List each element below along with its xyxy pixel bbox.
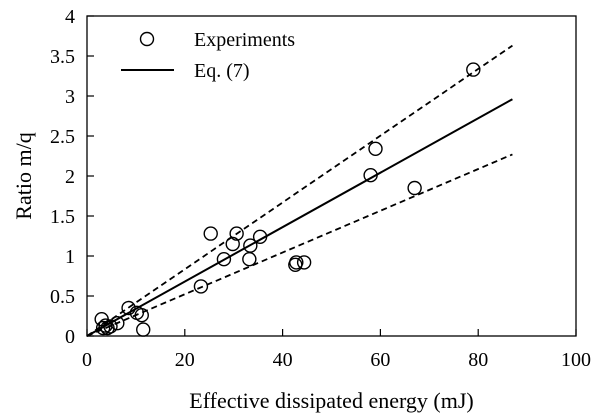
data-point [110,316,125,331]
y-tick-label: 3 [65,86,75,108]
fit-line-eq7 [86,98,513,337]
x-tick-label: 0 [82,349,92,371]
y-tick-label: 4 [65,6,75,28]
data-point [121,300,136,316]
data-point [134,308,149,323]
x-tick-label: 60 [370,349,390,371]
y-axis-label: Ratio m/q [11,132,36,219]
y-tick-label: 2 [65,166,75,188]
plot-frame [86,15,577,337]
data-point [243,238,258,253]
y-tick-label: 3.5 [50,46,75,68]
y-tick-label: 1.5 [50,206,75,228]
data-point [103,319,118,334]
data-point [289,255,304,270]
x-axis-label: Effective dissipated energy (mJ) [189,388,474,413]
x-tick-label: 80 [468,349,488,371]
bound-line-dashed [86,44,513,337]
bound-line-dashed [86,153,513,337]
data-point [225,236,240,252]
data-point [203,226,218,241]
data-point [363,167,378,183]
x-tick-label: 20 [175,349,195,371]
data-point [466,62,481,77]
data-point [252,229,268,245]
x-tick-label: 40 [273,349,293,371]
data-point [296,255,312,270]
chart-ticks: 0 20 40 60 80 100 0 0.5 1 1.5 2 2.5 3 3.5 4 [50,6,591,371]
legend: Experiments Eq. (7) [121,29,295,82]
x-tick-label: 100 [561,349,591,371]
data-point [98,318,113,333]
chart-marks [86,44,513,337]
data-point [95,320,111,336]
y-tick-label: 2.5 [50,126,75,148]
legend-label-experiments: Experiments [194,29,295,51]
data-point [216,252,232,267]
data-point [242,252,257,267]
y-tick-label: 0.5 [50,286,75,308]
y-tick-label: 0 [65,326,75,348]
data-point [407,180,422,196]
data-point [193,279,209,294]
data-point [229,226,244,241]
legend-label-eq7: Eq. (7) [194,60,250,82]
data-point [368,141,383,157]
y-tick-label: 1 [65,246,75,268]
legend-marker-experiments [139,31,155,47]
data-point [136,322,151,337]
